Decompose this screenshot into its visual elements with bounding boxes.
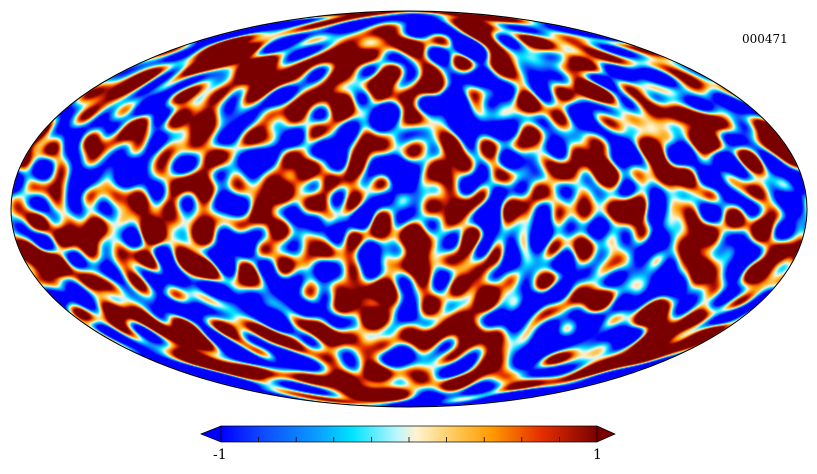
- colorbar: [200, 425, 616, 443]
- sky-map-image: [11, 11, 807, 407]
- sky-map: [10, 10, 808, 408]
- map-outline: [10, 10, 808, 408]
- colorbar-min-label: -1: [213, 447, 227, 463]
- colorbar-ticks: [220, 437, 598, 442]
- map-id-label: 000471: [742, 32, 788, 46]
- colorbar-min-extension: [200, 425, 222, 443]
- colorbar-max-extension: [596, 425, 616, 443]
- colorbar-max-label: 1: [593, 447, 602, 463]
